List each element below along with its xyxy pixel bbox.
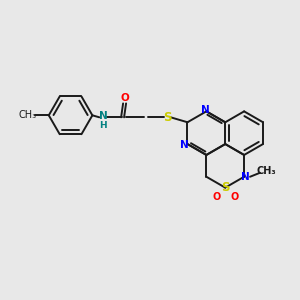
Text: O: O — [230, 192, 238, 202]
Text: O: O — [121, 94, 130, 103]
Text: CH₃: CH₃ — [256, 166, 276, 176]
Text: N: N — [180, 140, 189, 150]
Text: S: S — [164, 111, 172, 124]
Text: N: N — [241, 172, 250, 182]
Text: N: N — [201, 105, 210, 116]
Text: H: H — [100, 121, 107, 130]
Text: S: S — [221, 181, 230, 194]
Text: N: N — [99, 111, 108, 121]
Text: CH₃: CH₃ — [19, 110, 37, 120]
Text: O: O — [212, 192, 220, 202]
